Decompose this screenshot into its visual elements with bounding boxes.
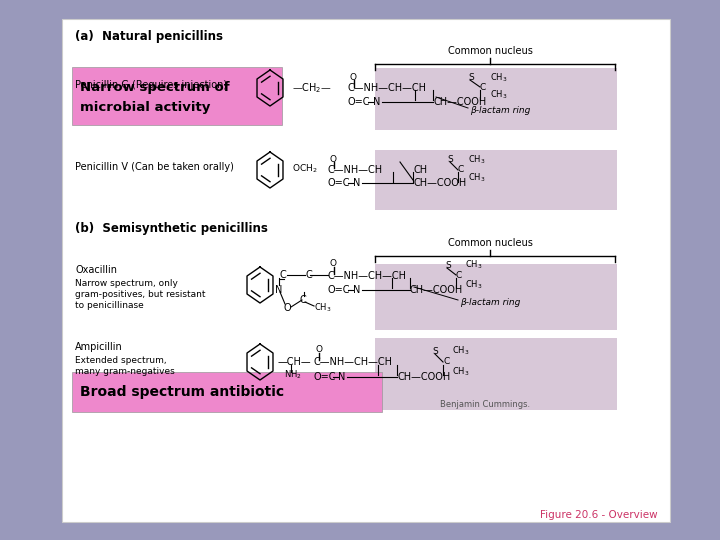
Text: C: C [305, 270, 312, 280]
Text: N: N [353, 178, 361, 188]
Text: CH$_3$: CH$_3$ [468, 172, 485, 184]
Text: gram-positives, but resistant: gram-positives, but resistant [75, 290, 205, 299]
Text: Narrow spectrum of: Narrow spectrum of [80, 82, 230, 94]
Text: β-lactam ring: β-lactam ring [470, 106, 531, 115]
Text: C—NH—CH—CH: C—NH—CH—CH [328, 271, 407, 281]
Bar [375, 264, 617, 330]
Text: N: N [275, 285, 282, 295]
Text: Narrow spectrum, only: Narrow spectrum, only [75, 279, 178, 288]
Text: OCH$_2$: OCH$_2$ [292, 163, 318, 176]
Text: C—NH—CH—CH: C—NH—CH—CH [313, 357, 392, 367]
Text: O=C: O=C [313, 372, 336, 382]
Text: C—NH—CH—CH: C—NH—CH—CH [348, 83, 427, 93]
Text: CH$_3$: CH$_3$ [452, 345, 469, 357]
Text: —CH—: —CH— [278, 357, 312, 367]
Text: CH$_3$: CH$_3$ [465, 259, 482, 271]
Text: CH$_3$: CH$_3$ [314, 302, 331, 314]
Text: NH$_2$: NH$_2$ [284, 369, 302, 381]
Text: C: C [480, 83, 486, 91]
Text: CH—COOH: CH—COOH [413, 178, 467, 188]
Text: C: C [456, 271, 462, 280]
Text: Common nucleus: Common nucleus [448, 238, 532, 248]
Text: N: N [338, 372, 346, 382]
Text: S: S [447, 156, 453, 165]
Text: many gram-negatives: many gram-negatives [75, 367, 175, 376]
Text: CH$_3$: CH$_3$ [468, 154, 485, 166]
Text: Common nucleus: Common nucleus [448, 46, 532, 56]
Text: CH—COOH: CH—COOH [397, 372, 450, 382]
Text: microbial activity: microbial activity [80, 102, 210, 114]
Text: O=C: O=C [328, 178, 351, 188]
Text: O: O [330, 154, 337, 164]
Text: CH$_3$: CH$_3$ [465, 279, 482, 291]
Text: C: C [458, 165, 464, 174]
Text: O: O [315, 346, 322, 354]
Text: O: O [283, 303, 291, 313]
Text: CH$_3$: CH$_3$ [452, 366, 469, 378]
Text: Extended spectrum,: Extended spectrum, [75, 356, 166, 365]
Text: C: C [280, 270, 287, 280]
Text: S: S [445, 260, 451, 269]
Text: Figure 20.6 - Overview: Figure 20.6 - Overview [541, 510, 658, 520]
Text: CH$_3$: CH$_3$ [490, 89, 508, 102]
Text: CH$_3$: CH$_3$ [490, 72, 508, 84]
Text: O: O [330, 260, 337, 268]
Text: (a)  Natural penicillins: (a) Natural penicillins [75, 30, 223, 43]
Text: C: C [300, 295, 307, 305]
Bar [375, 338, 617, 410]
Text: Penicillin G (Requires injection): Penicillin G (Requires injection) [75, 80, 227, 90]
Bar [375, 68, 617, 130]
Text: (b)  Semisynthetic penicillins: (b) Semisynthetic penicillins [75, 222, 268, 235]
Text: C: C [443, 357, 449, 367]
Bar [72, 372, 382, 412]
Text: Ampicillin: Ampicillin [75, 342, 122, 352]
Text: CH: CH [413, 165, 427, 175]
Text: O=C: O=C [328, 285, 351, 295]
Bar [375, 150, 617, 210]
Text: Penicillin V (Can be taken orally): Penicillin V (Can be taken orally) [75, 162, 234, 172]
Text: Oxacillin: Oxacillin [75, 265, 117, 275]
Text: CH—COOH: CH—COOH [410, 285, 463, 295]
Text: O: O [350, 72, 357, 82]
Text: N: N [353, 285, 361, 295]
Text: Benjamin Cummings.: Benjamin Cummings. [440, 400, 530, 409]
Text: O=C: O=C [348, 97, 371, 107]
Bar [62, 19, 670, 522]
Text: S: S [468, 73, 474, 83]
Text: to penicillinase: to penicillinase [75, 301, 144, 310]
Text: Broad spectrum antibiotic: Broad spectrum antibiotic [80, 385, 284, 399]
Text: —CH$_2$—: —CH$_2$— [292, 81, 332, 95]
Text: C—NH—CH: C—NH—CH [328, 165, 383, 175]
Text: β-lactam ring: β-lactam ring [460, 298, 521, 307]
Text: CH—COOH: CH—COOH [433, 97, 486, 107]
Text: S: S [432, 347, 438, 355]
Bar [72, 67, 282, 125]
Text: N: N [373, 97, 380, 107]
